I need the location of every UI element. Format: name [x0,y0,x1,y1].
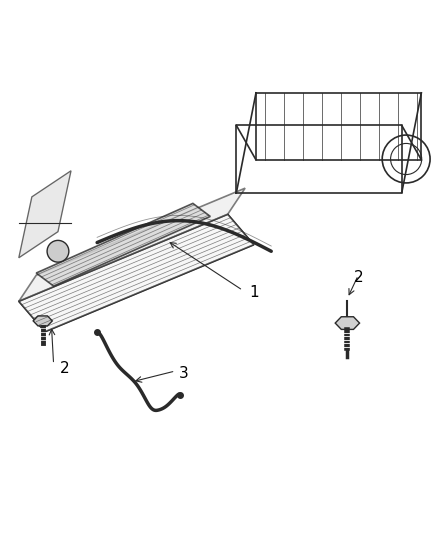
Text: 2: 2 [60,361,69,376]
Polygon shape [19,188,245,301]
Text: 1: 1 [249,285,258,300]
Polygon shape [335,317,360,329]
Polygon shape [19,171,71,258]
Text: 3: 3 [179,366,189,381]
Polygon shape [36,204,210,286]
Polygon shape [33,316,52,326]
Text: 2: 2 [353,270,363,285]
Polygon shape [19,214,254,332]
Circle shape [47,240,69,262]
